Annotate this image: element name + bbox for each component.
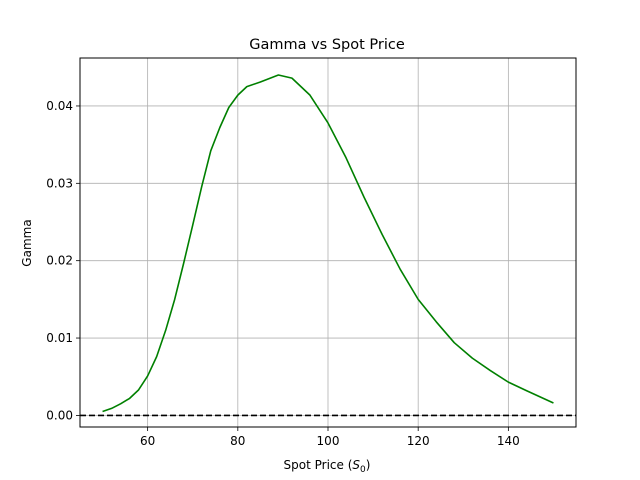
y-tick-label: 0.01 <box>46 331 73 345</box>
x-tick-label: 100 <box>317 434 340 448</box>
y-axis-label: Gamma <box>20 219 34 266</box>
y-tick-label: 0.04 <box>46 99 73 113</box>
x-axis-label-close: ) <box>366 458 371 472</box>
x-axis-label: Spot Price (S0) <box>284 458 371 475</box>
x-axis-label-main: Spot Price ( <box>284 458 353 472</box>
x-axis-label-subscript: 0 <box>360 465 366 475</box>
y-tick-label: 0.00 <box>46 408 73 422</box>
series-layer <box>102 74 554 413</box>
x-tick-label: 140 <box>497 434 520 448</box>
x-axis-ticks: 60 80 100 120 140 <box>140 427 520 448</box>
y-tick-label: 0.02 <box>46 254 73 268</box>
x-tick-label: 60 <box>140 434 155 448</box>
y-tick-label: 0.03 <box>46 176 73 190</box>
x-tick-label: 80 <box>230 434 245 448</box>
y-axis-ticks: 0.00 0.01 0.02 0.03 0.04 <box>46 99 80 422</box>
gamma-series-line <box>102 74 554 413</box>
x-axis-label-symbol: S <box>352 458 360 472</box>
x-tick-label: 120 <box>407 434 430 448</box>
chart-title: Gamma vs Spot Price <box>249 37 405 53</box>
